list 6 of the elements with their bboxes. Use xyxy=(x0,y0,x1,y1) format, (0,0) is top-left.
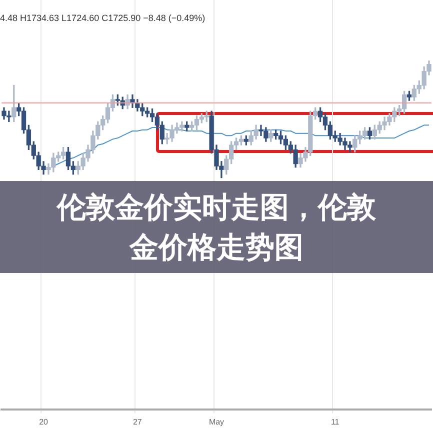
x-tick-label: 20 xyxy=(39,417,49,426)
text: 4.48 H1734.63 L1724.60 C1725.90 −8.48 (−0.49%) xyxy=(0,13,206,23)
x-tick-label: 27 xyxy=(132,417,142,426)
x-tick-label: May xyxy=(208,417,224,426)
text: 伦敦金价实时走图，伦敦金价格走势图 xyxy=(55,189,377,266)
x-tick-label: 11 xyxy=(330,417,340,426)
